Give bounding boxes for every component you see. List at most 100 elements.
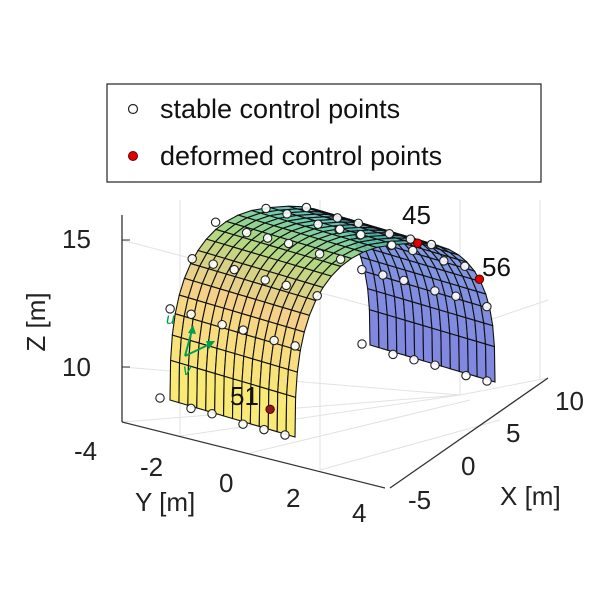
stable-control-point: [261, 203, 271, 214]
point-label-56: 56: [482, 252, 511, 282]
legend-label-stable: stable control points: [160, 94, 400, 124]
x-tick: 0: [461, 451, 475, 481]
u-arrowhead: [188, 325, 196, 334]
surface-patch: [377, 311, 389, 352]
stable-control-point: [430, 286, 440, 296]
stable-control-point: [290, 341, 300, 351]
y-tick: 4: [352, 498, 366, 528]
y-tick: -2: [140, 452, 163, 482]
x-tick: 5: [506, 418, 520, 448]
stable-control-point: [482, 376, 492, 386]
stable-control-point: [217, 319, 227, 330]
surface-patch: [169, 359, 181, 404]
stable-control-point: [430, 360, 440, 370]
stable-control-point: [238, 325, 248, 335]
stable-control-point: [208, 259, 218, 269]
stable-control-point: [301, 202, 312, 213]
stable-control-point: [439, 256, 449, 266]
stable-control-point: [187, 254, 197, 264]
point-label-45: 45: [402, 200, 431, 230]
surface-patch: [413, 322, 425, 362]
stable-control-point: [259, 424, 269, 435]
stable-control-point: [207, 409, 217, 419]
stable-control-point: [280, 430, 290, 440]
surface-patch: [458, 335, 469, 375]
stable-control-point: [186, 403, 196, 414]
x-tick: 10: [555, 386, 584, 416]
stable-control-point: [312, 291, 322, 301]
legend-label-deformed: deformed control points: [160, 141, 442, 171]
stable-control-point: [335, 224, 345, 235]
surface-patch: [483, 322, 496, 348]
gridline: [179, 394, 461, 437]
stable-control-point: [388, 349, 398, 360]
stable-control-point: [378, 270, 388, 280]
surface-patch: [276, 391, 288, 436]
stable-control-point: [238, 419, 248, 429]
surface-patch: [368, 308, 380, 349]
point-label-51: 51: [230, 381, 259, 411]
y-axis-label: Y [m]: [135, 487, 195, 517]
surface-patch: [205, 370, 216, 414]
axis-line: [389, 377, 549, 489]
surface-patch: [467, 337, 478, 378]
v-label: v: [183, 362, 192, 379]
stable-control-point: [269, 335, 279, 346]
stable-control-point: [282, 209, 292, 219]
surface-patch: [475, 340, 487, 381]
stable-control-point: [408, 245, 418, 256]
stable-control-point: [335, 254, 346, 265]
z-axis-label: Z [m]: [21, 292, 51, 351]
z-tick: 15: [62, 224, 91, 254]
u-arrow: [184, 329, 193, 357]
stable-control-point: [357, 264, 367, 275]
stable-control-point: [357, 339, 367, 349]
deformed-control-point-56: [474, 274, 485, 284]
stable-control-point: [314, 249, 325, 259]
surface-patch: [386, 314, 398, 354]
surface-patch: [431, 327, 442, 367]
surface-patch: [440, 329, 451, 370]
stable-control-point: [262, 233, 273, 243]
surface-patch: [214, 372, 225, 417]
stable-control-point: [283, 238, 294, 249]
surface-patch: [395, 316, 407, 357]
stable-control-point: [165, 304, 175, 314]
stable-control-point: [155, 393, 165, 403]
stable-control-point: [313, 219, 323, 230]
x-tick: -5: [408, 485, 431, 515]
stable-control-point: [260, 275, 270, 285]
u-label: u: [166, 311, 175, 328]
z-tick: 10: [62, 352, 91, 382]
legend-marker-deformed: [128, 151, 138, 161]
y-tick: -4: [74, 436, 97, 466]
surface-patch: [404, 319, 416, 359]
stable-control-point: [356, 229, 366, 240]
v-arrowhead: [206, 341, 215, 349]
stable-control-point: [241, 227, 252, 238]
control-points: [155, 202, 492, 440]
v-arrow: [184, 343, 211, 357]
stable-control-point: [353, 218, 364, 229]
legend: stable control points deformed control p…: [106, 83, 542, 183]
stable-control-point: [409, 355, 419, 365]
gridline: [459, 377, 549, 396]
legend-box: [106, 83, 542, 183]
stable-control-point: [186, 309, 196, 320]
gridline: [249, 399, 471, 454]
axis-line: [121, 421, 386, 489]
surface-patch: [286, 368, 298, 399]
stable-control-point: [405, 234, 416, 244]
stable-control-point: [332, 213, 343, 223]
y-tick: 0: [219, 468, 233, 498]
surface-patch: [285, 393, 297, 438]
stable-control-point: [426, 239, 437, 250]
surface-patch: [196, 367, 207, 412]
deformed-control-point-45: [412, 238, 423, 248]
tick-labels: 15 10 -4 -2 0 2 4 -5 0 5 10: [62, 224, 584, 528]
surface-patch: [449, 332, 460, 373]
stable-control-point: [384, 228, 395, 239]
legend-marker-stable: [127, 103, 139, 115]
deformed-control-point-51: [265, 404, 275, 415]
